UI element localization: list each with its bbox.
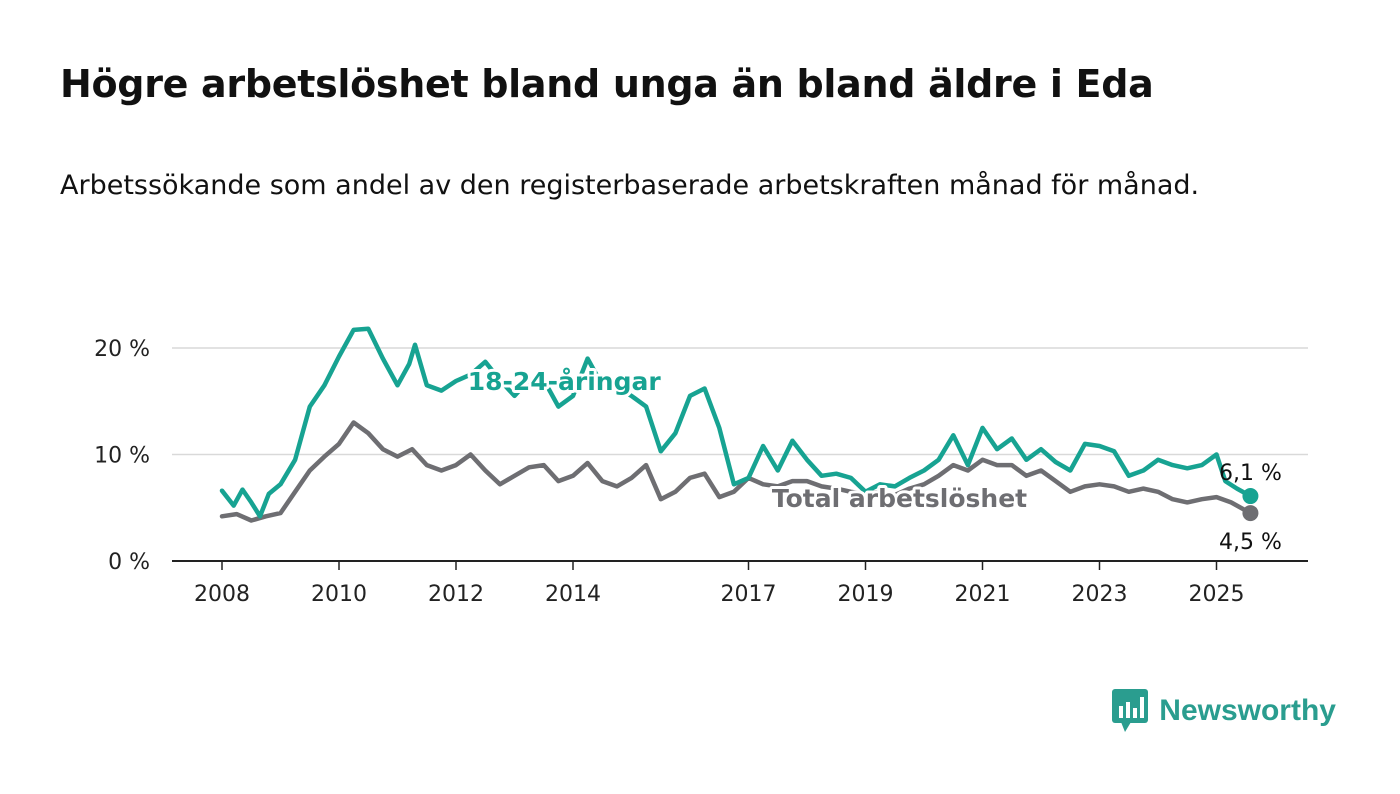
x-tick-label: 2021 — [955, 582, 1011, 607]
y-tick-label: 10 % — [94, 444, 150, 469]
x-tick-label: 2025 — [1189, 582, 1245, 607]
chart-title: Högre arbetslöshet bland unga än bland ä… — [60, 62, 1154, 106]
x-tick-label: 2012 — [428, 582, 484, 607]
series-label-youth: 18-24-åringar — [468, 367, 662, 396]
y-tick-label: 20 % — [94, 337, 150, 362]
series-label-total: Total arbetslöshet — [772, 484, 1027, 513]
brand-logo: Newsworthy — [1111, 688, 1336, 734]
x-tick-label: 2014 — [545, 582, 601, 607]
end-value-label-total: 4,5 % — [1219, 530, 1282, 555]
chart-subtitle: Arbetssökande som andel av den registerb… — [60, 170, 1200, 201]
gridlines — [172, 347, 1308, 456]
newsworthy-logo-icon — [1112, 689, 1149, 732]
x-tick-label: 2023 — [1072, 582, 1128, 607]
x-axis: 2008 2010 2012 2014 2017 2019 2021 2023 2025 — [172, 560, 1308, 607]
series-line-youth — [219, 326, 1253, 519]
x-tick-label: 2019 — [838, 582, 894, 607]
x-tick-label: 2017 — [721, 582, 777, 607]
series-line-total — [219, 420, 1253, 523]
series-lines — [219, 326, 1259, 523]
end-point-youth — [1242, 488, 1259, 505]
x-tick-label: 2010 — [311, 582, 367, 607]
x-tick-label: 2008 — [194, 582, 250, 607]
brand-name: Newsworthy — [1159, 694, 1336, 727]
end-value-label-youth: 6,1 % — [1219, 461, 1282, 486]
y-tick-label: 0 % — [108, 550, 150, 575]
series-labels: 18-24-åringar 6,1 % Total arbetslöshet 4,5 … — [465, 364, 1282, 555]
end-point-total — [1242, 505, 1259, 522]
y-axis-ticks: 0 % 10 % 20 % — [94, 337, 150, 575]
